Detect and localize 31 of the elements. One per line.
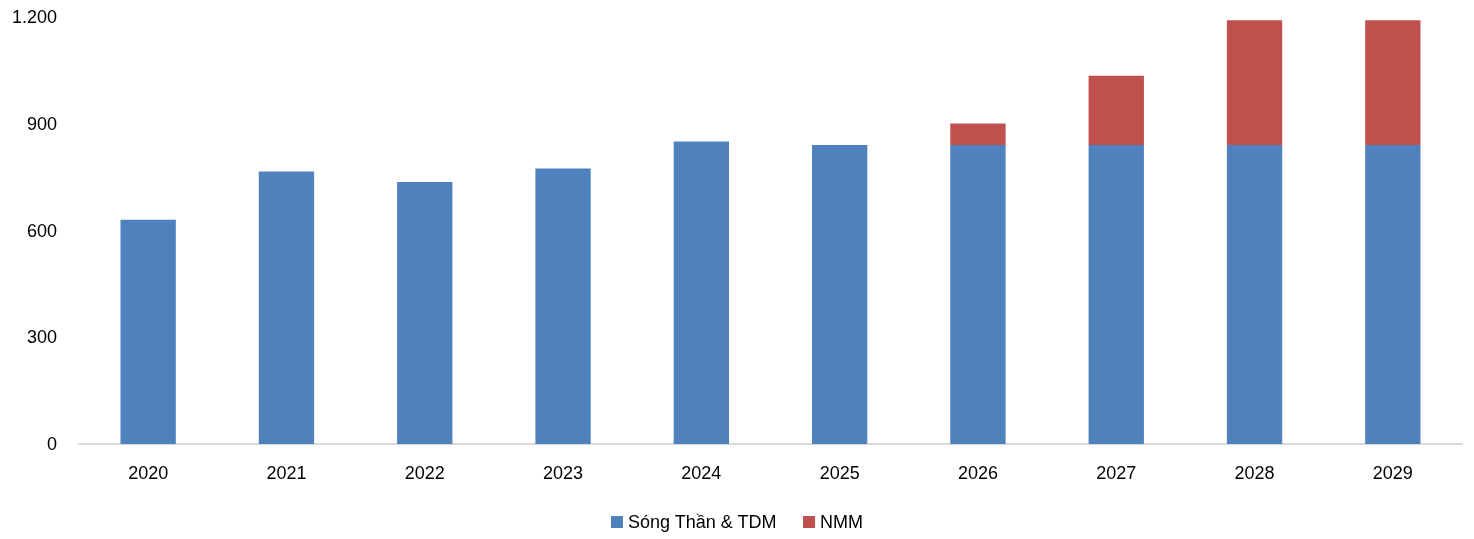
x-tick-label: 2022 <box>404 463 445 483</box>
x-tick-label: 2026 <box>957 463 998 483</box>
bar <box>1365 20 1421 146</box>
y-tick-label: 600 <box>26 220 57 241</box>
bar <box>1226 20 1283 146</box>
bar <box>1365 145 1421 444</box>
x-tick-label: 2029 <box>1372 463 1413 483</box>
bar <box>1088 75 1144 146</box>
y-tick-label: 900 <box>26 113 57 134</box>
x-tick-label: 2025 <box>819 463 860 483</box>
x-tick-label: 2028 <box>1234 463 1275 483</box>
bar <box>535 168 591 444</box>
bar <box>397 182 453 444</box>
x-tick-label: 2027 <box>1096 463 1137 483</box>
y-tick-label: 0 <box>46 434 57 454</box>
bar <box>950 145 1006 444</box>
legend-label: NMM <box>820 512 864 532</box>
bar <box>1226 145 1283 444</box>
legend-label: Sóng Thần & TDM <box>627 512 777 532</box>
bar <box>950 123 1006 146</box>
x-tick-label: 2021 <box>266 463 307 483</box>
y-tick-label: 300 <box>26 327 57 348</box>
bar <box>811 145 868 444</box>
x-tick-label: 2023 <box>543 463 584 483</box>
bar <box>673 141 730 444</box>
x-tick-label: 2024 <box>681 463 722 483</box>
bar <box>1088 145 1144 444</box>
bar <box>258 171 315 444</box>
bar <box>120 219 176 444</box>
x-tick-label: 2020 <box>128 463 169 483</box>
y-tick-label: 1.200 <box>11 7 57 27</box>
